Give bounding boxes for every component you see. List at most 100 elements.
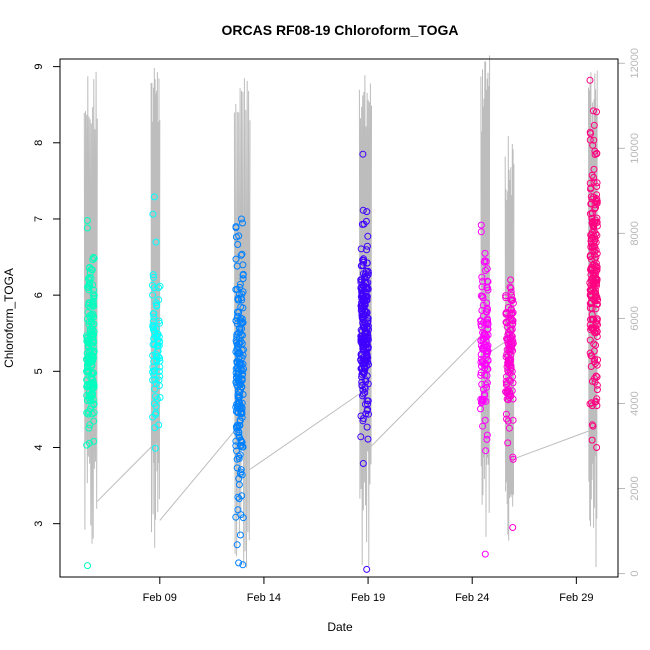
- y2-tick-label: 8000: [629, 221, 641, 245]
- data-point: [364, 271, 372, 279]
- data-point: [478, 283, 486, 291]
- data-point: [591, 247, 599, 255]
- data-point: [593, 328, 601, 335]
- data-point: [236, 451, 244, 459]
- altitude-flight-trace: [150, 67, 161, 548]
- data-point: [593, 402, 601, 410]
- altitude-connector: [96, 446, 152, 502]
- y-tick-label: 4: [33, 444, 45, 450]
- data-point: [590, 227, 598, 235]
- y-tick-label: 6: [33, 292, 45, 298]
- data-point: [83, 409, 91, 417]
- data-point: [477, 323, 485, 331]
- data-point: [357, 245, 365, 253]
- data-point: [359, 390, 367, 398]
- data-point: [362, 288, 370, 296]
- data-point: [237, 378, 245, 386]
- data-point: [593, 381, 601, 389]
- data-point: [592, 320, 600, 328]
- data-point: [155, 382, 163, 390]
- data-point: [238, 354, 246, 362]
- data-point: [237, 436, 245, 444]
- data-point: [239, 219, 246, 227]
- data-point: [234, 294, 242, 302]
- data-point: [590, 178, 598, 186]
- data-point: [483, 435, 491, 443]
- data-point: [89, 369, 97, 377]
- data-point: [507, 288, 515, 296]
- data-point: [357, 433, 365, 441]
- data-point: [363, 351, 371, 359]
- data-point: [502, 378, 510, 385]
- data-point: [482, 267, 489, 274]
- data-point: [587, 271, 595, 279]
- data-point: [239, 261, 247, 269]
- data-point: [83, 441, 91, 449]
- data-point: [588, 171, 596, 179]
- data-point: [590, 174, 598, 181]
- data-point: [238, 250, 246, 258]
- data-point: [84, 562, 91, 570]
- x-tick-label: Feb 14: [247, 592, 281, 604]
- data-point: [484, 356, 492, 364]
- data-point: [482, 360, 490, 368]
- data-point: [150, 284, 158, 292]
- data-point: [362, 410, 370, 418]
- data-point: [86, 303, 94, 311]
- data-point: [480, 330, 488, 337]
- data-point: [360, 311, 368, 319]
- data-point: [89, 343, 97, 351]
- data-point: [587, 240, 595, 248]
- data-point: [587, 243, 595, 251]
- data-point: [156, 394, 164, 401]
- data-point: [477, 221, 485, 229]
- data-point: [586, 336, 594, 344]
- data-point: [586, 286, 594, 294]
- data-points: [83, 76, 602, 573]
- data-point: [85, 273, 93, 281]
- data-point: [505, 388, 513, 396]
- data-point: [235, 309, 243, 316]
- data-point: [588, 233, 596, 241]
- data-point: [588, 436, 596, 444]
- data-point: [504, 417, 512, 425]
- data-point: [481, 416, 489, 424]
- data-point: [591, 360, 599, 367]
- data-point: [85, 300, 93, 308]
- data-point: [593, 395, 601, 403]
- data-point: [592, 398, 600, 405]
- data-point: [590, 121, 598, 129]
- data-point: [590, 136, 598, 144]
- data-point: [587, 200, 595, 208]
- x-tick-label: Feb 24: [455, 592, 489, 604]
- data-point: [87, 358, 95, 366]
- data-point: [587, 130, 594, 138]
- data-point: [152, 402, 160, 410]
- data-point: [507, 276, 515, 284]
- data-point: [483, 372, 491, 379]
- data-point: [155, 421, 163, 429]
- data-point: [363, 329, 371, 337]
- data-point: [359, 368, 367, 376]
- data-point: [509, 416, 517, 424]
- data-point: [479, 422, 487, 430]
- data-point: [153, 302, 161, 310]
- data-point: [590, 165, 598, 173]
- data-point: [591, 267, 599, 274]
- data-point: [85, 264, 93, 272]
- data-point: [235, 433, 243, 441]
- x-tick-label: Feb 19: [351, 592, 385, 604]
- data-point: [155, 317, 163, 325]
- data-point: [87, 274, 95, 282]
- data-point: [150, 367, 158, 375]
- data-point: [588, 402, 596, 410]
- data-point: [507, 334, 515, 342]
- y-axis-label: Chloroform_TOGA: [2, 268, 16, 368]
- y-tick-label: 7: [33, 216, 45, 222]
- data-point: [237, 470, 244, 478]
- data-point: [587, 184, 595, 192]
- data-point: [237, 466, 245, 474]
- x-axis-label: Date: [327, 620, 353, 634]
- data-point: [592, 262, 600, 270]
